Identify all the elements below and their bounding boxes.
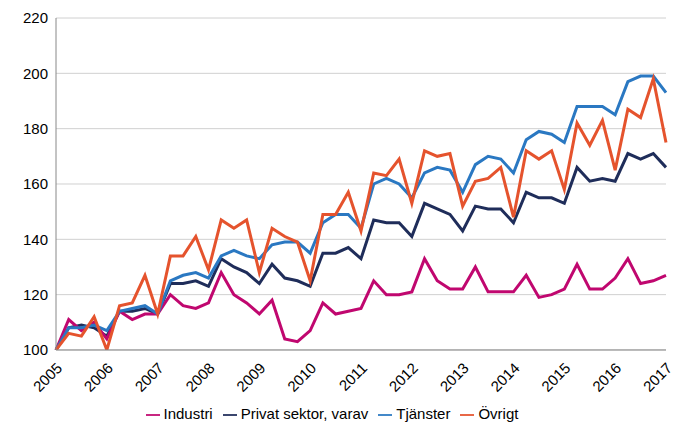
svg-text:180: 180 <box>23 120 48 137</box>
svg-text:120: 120 <box>23 286 48 303</box>
svg-text:2010: 2010 <box>284 359 320 395</box>
svg-text:100: 100 <box>23 341 48 358</box>
svg-text:2012: 2012 <box>385 359 421 395</box>
svg-text:200: 200 <box>23 65 48 82</box>
html-text:Tjänster: Tjänster <box>396 405 451 422</box>
svg-text:2014: 2014 <box>487 359 523 395</box>
svg-text:2006: 2006 <box>80 359 116 395</box>
svg-text:2008: 2008 <box>182 359 218 395</box>
svg-text:2017: 2017 <box>640 359 676 395</box>
html-text:Övrigt: Övrigt <box>478 405 519 422</box>
svg-text:220: 220 <box>23 9 48 26</box>
svg-text:2007: 2007 <box>131 359 167 395</box>
svg-text:2013: 2013 <box>436 359 472 395</box>
svg-text:2009: 2009 <box>233 359 269 395</box>
html-text:Privat sektor, varav: Privat sektor, varav <box>240 405 369 422</box>
svg-text:2011: 2011 <box>335 359 370 394</box>
svg-text:2016: 2016 <box>589 359 625 395</box>
svg-text:160: 160 <box>23 175 48 192</box>
svg-text:140: 140 <box>23 231 48 248</box>
svg-text:2005: 2005 <box>30 359 66 395</box>
html-text:Industri: Industri <box>163 405 213 422</box>
svg-text:2015: 2015 <box>538 359 574 395</box>
